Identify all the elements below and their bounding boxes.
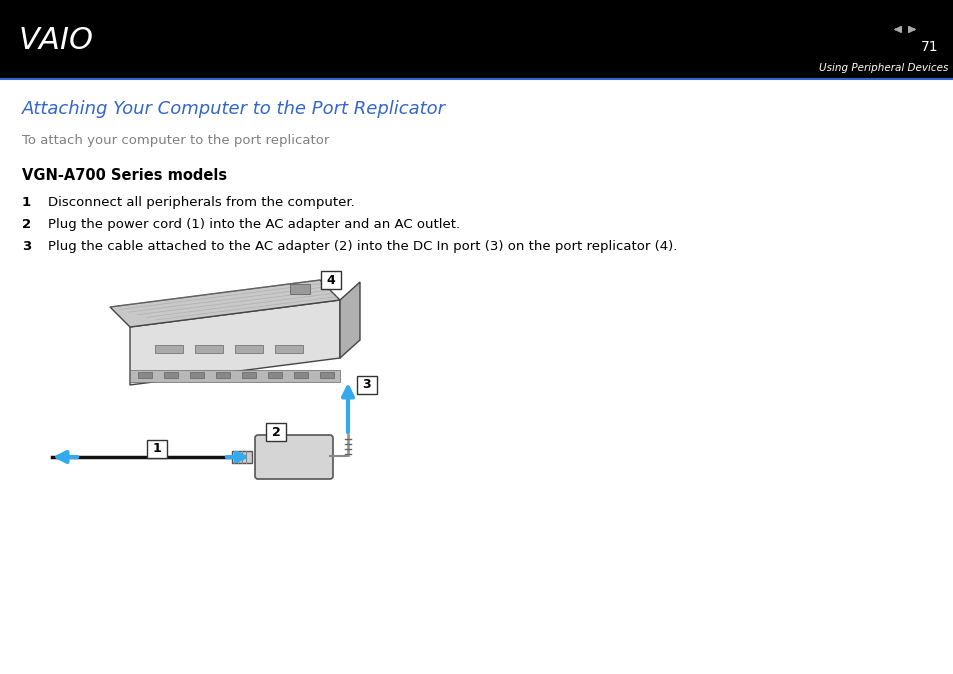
- Bar: [130, 370, 339, 382]
- Polygon shape: [130, 300, 339, 385]
- Bar: [274, 345, 303, 353]
- FancyBboxPatch shape: [147, 440, 167, 458]
- Bar: [0, 0, 953, 78]
- Bar: [190, 372, 204, 378]
- Bar: [268, 372, 282, 378]
- Text: 71: 71: [921, 40, 938, 53]
- Text: Plug the power cord (1) into the AC adapter and an AC outlet.: Plug the power cord (1) into the AC adap…: [48, 218, 459, 231]
- Bar: [290, 284, 310, 294]
- Text: 2: 2: [22, 218, 31, 231]
- FancyBboxPatch shape: [356, 376, 376, 394]
- Text: Plug the cable attached to the AC adapter (2) into the DC In port (3) on the por: Plug the cable attached to the AC adapte…: [48, 239, 677, 253]
- Text: Using Peripheral Devices: Using Peripheral Devices: [818, 63, 947, 73]
- Bar: [138, 372, 152, 378]
- Bar: [234, 345, 263, 353]
- Text: 2: 2: [272, 425, 280, 439]
- Bar: [319, 372, 334, 378]
- Bar: [294, 372, 308, 378]
- Text: Attaching Your Computer to the Port Replicator: Attaching Your Computer to the Port Repl…: [22, 100, 446, 117]
- Text: Disconnect all peripherals from the computer.: Disconnect all peripherals from the comp…: [48, 195, 355, 208]
- Polygon shape: [339, 282, 359, 358]
- Text: To attach your computer to the port replicator: To attach your computer to the port repl…: [22, 133, 329, 146]
- Text: 3: 3: [22, 239, 31, 253]
- Text: 1: 1: [152, 443, 161, 456]
- Text: 3: 3: [362, 379, 371, 392]
- Polygon shape: [110, 280, 339, 327]
- Text: $\mathbf{\it{VAIO}}$: $\mathbf{\it{VAIO}}$: [18, 26, 93, 55]
- Bar: [164, 372, 178, 378]
- FancyBboxPatch shape: [266, 423, 286, 441]
- Bar: [194, 345, 223, 353]
- Text: 1: 1: [22, 195, 31, 208]
- Text: VGN-A700 Series models: VGN-A700 Series models: [22, 168, 227, 183]
- FancyBboxPatch shape: [254, 435, 333, 479]
- Bar: [154, 345, 183, 353]
- Bar: [242, 372, 255, 378]
- Bar: [232, 451, 252, 463]
- Text: 4: 4: [326, 274, 335, 286]
- FancyBboxPatch shape: [320, 271, 340, 289]
- Bar: [215, 372, 230, 378]
